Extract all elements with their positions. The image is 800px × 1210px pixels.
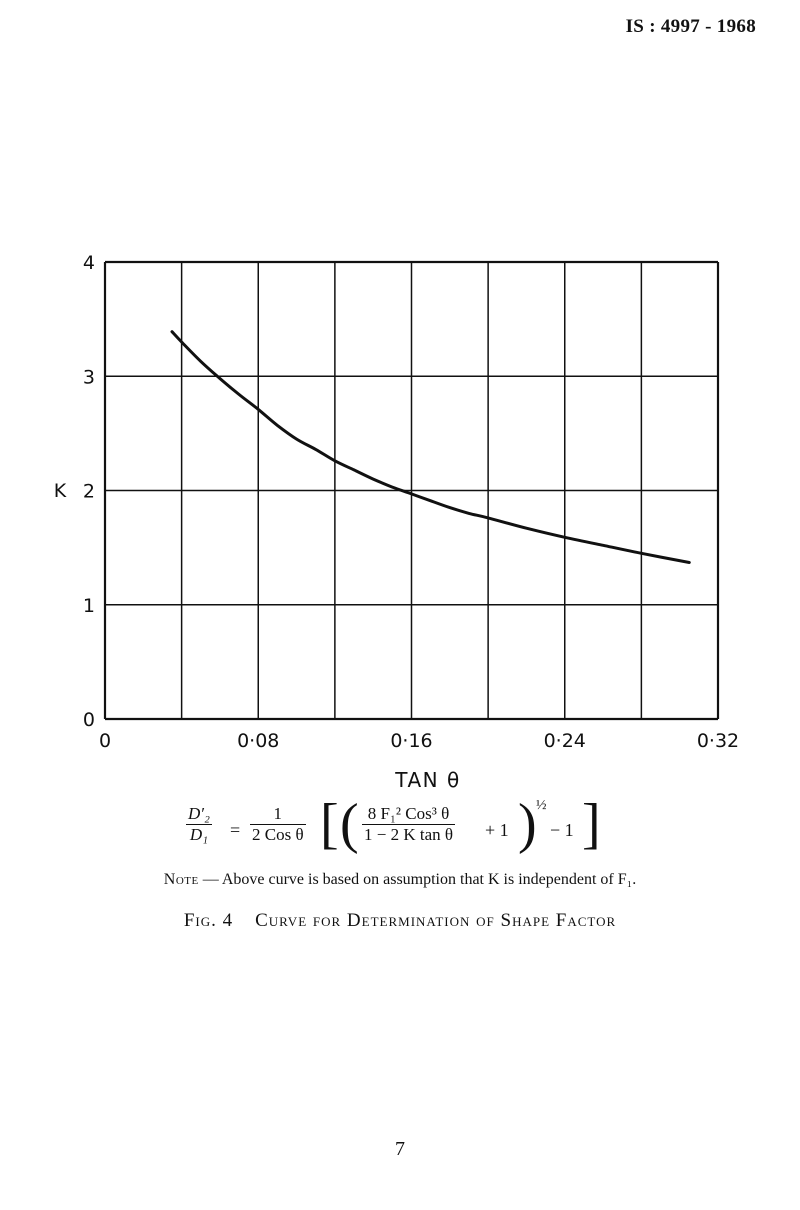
curve-layer: [170, 330, 691, 564]
y-tick-label: 1: [83, 595, 95, 617]
x-tick-label: 0·24: [544, 730, 586, 752]
y-tick-label: 2: [83, 481, 95, 503]
tick-labels: 0 0·08 0·16 0·24 0·32 0 1 2 3 4: [83, 252, 739, 752]
y-axis-label: K: [54, 480, 67, 502]
y-tick-label: 3: [83, 366, 95, 388]
k-curve: [170, 330, 691, 564]
right-paren: ): [518, 793, 537, 855]
lhs-denominator: D₁: [186, 824, 212, 845]
note-text: — Above curve is based on assumption tha…: [198, 871, 637, 888]
inner-denominator: 1 − 2 K tan θ: [362, 824, 456, 844]
y-tick-label: 4: [83, 252, 95, 274]
grid: [103, 260, 720, 721]
shape-factor-chart: 0 0·08 0·16 0·24 0·32 0 1 2 3 4 K TAN θ: [54, 252, 739, 792]
plus-one: + 1: [485, 820, 509, 840]
x-tick-label: 0: [99, 730, 111, 752]
x-axis-label: TAN θ: [394, 768, 460, 792]
inner-numerator: 8 F₁² Cos³ θ: [367, 804, 450, 823]
lhs-numerator: D′₂: [188, 804, 210, 823]
left-bracket: [: [320, 793, 339, 855]
x-tick-label: 0·08: [237, 730, 279, 752]
left-paren: (: [340, 793, 359, 855]
note-prefix: Note: [163, 871, 199, 888]
note: Note — Above curve is based on assumptio…: [0, 871, 800, 889]
equals-sign: =: [230, 820, 241, 840]
lhs-fraction: D′₂ D₁: [186, 804, 212, 845]
right-bracket: ]: [582, 793, 601, 855]
formula: D′₂ D₁ = 1 2 Cos θ [ ( 8 F₁² Cos³ θ 1 − …: [0, 796, 800, 870]
factor-numerator: 1: [273, 804, 283, 823]
minus-one: − 1: [550, 820, 574, 840]
y-tick-label: 0: [83, 709, 95, 731]
document-code: IS : 4997 - 1968: [625, 16, 756, 37]
figure-title: Curve for Determination of Shape Factor: [255, 910, 617, 931]
figure-caption: Fig. 4 Curve for Determination of Shape F…: [0, 910, 800, 932]
x-tick-label: 0·16: [390, 730, 432, 752]
x-tick-label: 0·32: [697, 730, 739, 752]
factor-denominator: 2 Cos θ: [250, 824, 306, 844]
page-number: 7: [395, 1138, 405, 1160]
figure-number: Fig. 4: [183, 910, 234, 931]
exponent: ½: [536, 798, 547, 813]
factor-fraction: 1 2 Cos θ: [250, 804, 306, 845]
inner-fraction: 8 F₁² Cos³ θ 1 − 2 K tan θ: [362, 804, 456, 845]
